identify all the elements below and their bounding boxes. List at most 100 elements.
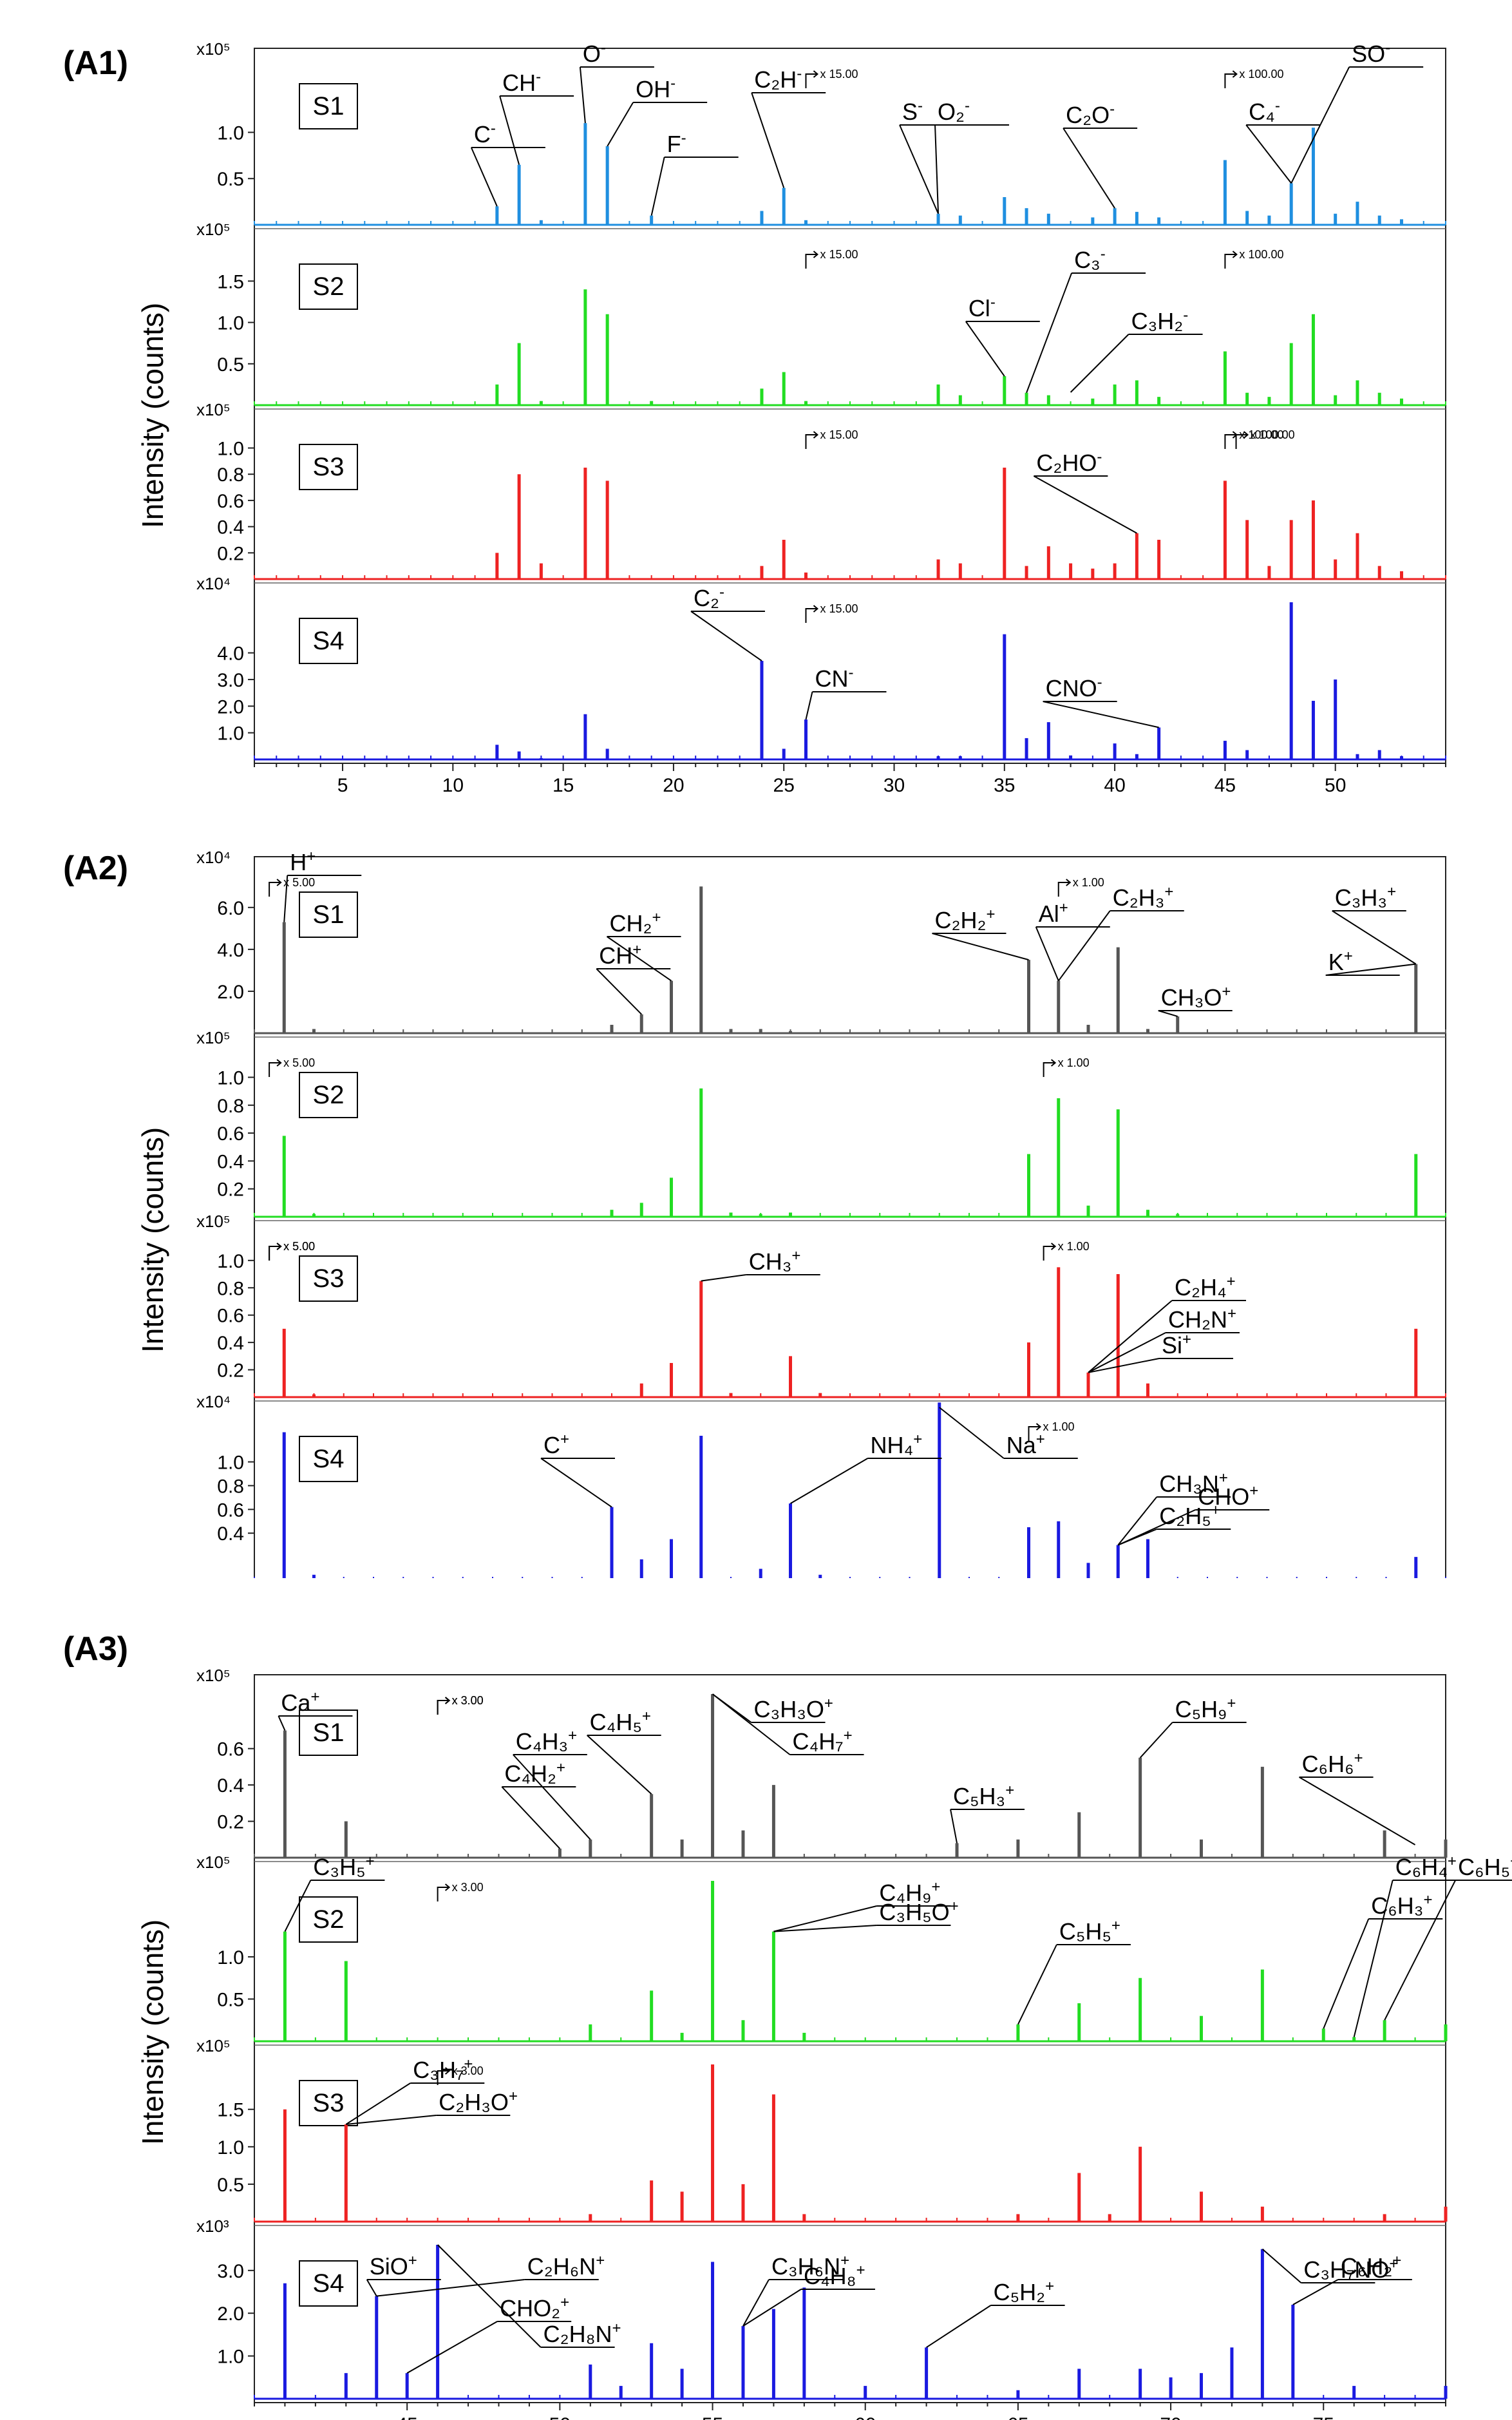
ion-label: C₂H- [754, 65, 802, 93]
y-tick-label: 1.0 [217, 122, 244, 144]
y-tick-label: 1.5 [217, 2100, 244, 2121]
annotation-leader [1035, 926, 1059, 982]
ion-label: O- [583, 39, 606, 67]
x-tick-label: 45 [1214, 775, 1236, 796]
ion-label: C₄H₃+ [516, 1727, 577, 1755]
x-tick-label: 65 [1007, 2414, 1028, 2420]
ion-label: C₄- [1249, 97, 1280, 125]
y-tick-label: 3.0 [217, 2261, 244, 2282]
magnification-arrow [805, 431, 819, 449]
y-tick-label: 0.8 [217, 464, 244, 486]
magnification-label: x 100.00 [1251, 428, 1295, 441]
ion-label: F- [667, 129, 686, 157]
annotation-leader [366, 2279, 377, 2297]
sample-box [299, 1896, 358, 1943]
ion-label: C₅H₅+ [1059, 1917, 1120, 1945]
scale-label: x10⁵ [196, 39, 231, 59]
x-tick-label: 30 [884, 775, 905, 796]
y-tick-label: 0.4 [217, 1523, 244, 1545]
sample-box [299, 444, 358, 490]
y-tick-label: 2.0 [217, 2303, 244, 2325]
ion-label: C₃H₃+ [1335, 883, 1396, 911]
ion-label: CH- [502, 68, 541, 96]
plot-frame [254, 1674, 1446, 2403]
sample-label: S2 [313, 1081, 345, 1109]
annotation-leader [939, 1407, 1005, 1459]
magnification-label: x 100.00 [1239, 68, 1283, 81]
scale-label: x10⁵ [196, 1853, 231, 1872]
annotation-leader [1017, 1944, 1057, 2025]
sample-box [299, 891, 358, 938]
annotation-leader [470, 147, 498, 207]
y-tick-label: 0.5 [217, 2175, 244, 2196]
annotation-leader [1070, 334, 1129, 393]
ion-label: Ca+ [281, 1688, 319, 1716]
scale-label: x10⁵ [196, 1212, 231, 1231]
sample-label: S4 [313, 1445, 345, 1473]
annotation-leader [751, 92, 785, 188]
ion-label: C₅H₂+ [994, 2278, 1055, 2305]
magnification-label: x 15.00 [820, 428, 858, 441]
x-tick-label: 10 [442, 775, 464, 796]
magnification-arrow [1043, 1243, 1057, 1261]
magnification-label: x 15.00 [820, 68, 858, 81]
ion-label: C₆H₄+ [1395, 1853, 1457, 1880]
ion-label: S- [902, 97, 923, 125]
sample-label: S1 [313, 1719, 345, 1747]
scale-label: x10⁴ [196, 574, 231, 593]
ion-label: OH- [636, 75, 676, 102]
y-tick-label: 2.0 [217, 696, 244, 718]
annotation-leader [1292, 2279, 1339, 2305]
y-tick-label: 3.0 [217, 670, 244, 691]
magnification-label: x 5.00 [283, 1240, 315, 1253]
ion-label: C₆H₂+ [1341, 2252, 1402, 2280]
magnification-label: x 3.00 [452, 1694, 484, 1707]
y-tick-label: 0.6 [217, 1123, 244, 1145]
y-tick-label: 0.6 [217, 1500, 244, 1521]
y-tick-label: 1.0 [217, 1453, 244, 1474]
scale-label: x10³ [196, 2216, 229, 2236]
y-tick-label: 0.6 [217, 1739, 244, 1760]
sample-box [299, 83, 358, 129]
x-tick-label: 15 [553, 775, 574, 796]
y-tick-label: 4.0 [217, 940, 244, 961]
annotation-leader [932, 933, 1029, 961]
ion-label: Cl- [969, 294, 996, 321]
x-tick-label: 50 [1325, 775, 1346, 796]
x-tick-label: 60 [855, 2414, 876, 2420]
ion-label: C- [474, 120, 496, 148]
annotation-leader [773, 1905, 877, 1932]
series-s4: x10⁴ 1.0 2.0 3.0 4.0 S4 x 15.00 C₂- CN- CNO- [196, 574, 1446, 761]
series-s1: x10⁵ 0.5 1.0 S1 x 15.00 x 100.00 C-CH- O- OH- F- C… [196, 39, 1446, 226]
magnification-label: x 3.00 [452, 1694, 484, 1707]
ion-label: C₂H₆N+ [527, 2252, 605, 2280]
y-tick-label: 0.8 [217, 1476, 244, 1497]
y-tick-label: 0.6 [217, 491, 244, 512]
annotation-leader [278, 1715, 286, 1731]
annotation-leader [1158, 1010, 1178, 1017]
annotation-leader [540, 1458, 612, 1508]
magnification-arrow [437, 1883, 451, 1901]
y-tick-label: 0.5 [217, 169, 244, 190]
y-tick-label: 6.0 [217, 898, 244, 919]
scale-label: x10⁵ [196, 1028, 231, 1047]
series-s1: x10⁴ 2.0 4.0 6.0 S1 x 5.00 x 1.00 H+ CH₂+ CH+ C₂H₂… [196, 848, 1446, 1034]
magnification-arrow [269, 1243, 282, 1261]
series-s2: x10⁵ 0.2 0.4 0.6 0.8 1.0 S2 x 5.00 x 1.00 [196, 1028, 1446, 1218]
sample-label: S3 [313, 2089, 345, 2117]
annotation-leader [742, 2279, 770, 2327]
magnification-label: x 5.00 [283, 1240, 315, 1253]
annotation-leader [1139, 1722, 1173, 1758]
annotation-leader [701, 1274, 746, 1282]
x-tick-label: 45 [396, 2414, 417, 2420]
annotation-leader [1353, 1880, 1394, 2037]
sample-box [299, 1436, 358, 1482]
magnification-label: x 5.00 [283, 876, 315, 889]
annotation-leader [1117, 1529, 1157, 1546]
annotation-leader [926, 2305, 992, 2349]
ion-label: CH₂+ [610, 909, 661, 937]
sample-label: S4 [313, 627, 345, 655]
magnification-arrow [1043, 1059, 1057, 1077]
